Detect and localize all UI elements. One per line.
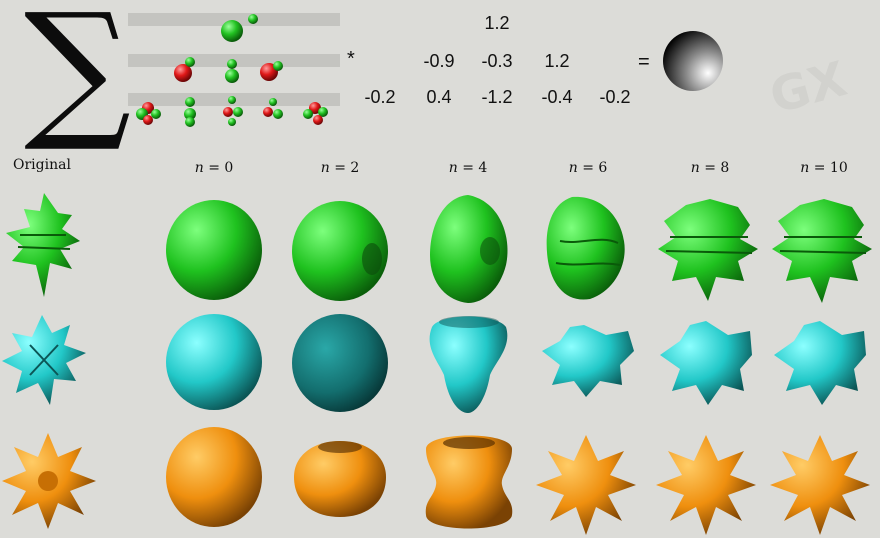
coefficient: -0.3 [481, 51, 513, 71]
watermark: GX [764, 51, 853, 125]
green-approx-n6 [546, 196, 625, 300]
cyan-approx-n10 [774, 321, 866, 405]
coefficient: 1.2 [544, 51, 570, 71]
harmonic-band-l0 [128, 13, 340, 26]
orange-approx-n6 [536, 435, 636, 535]
green-approx-n10 [772, 199, 872, 303]
cyan-approx-n0 [166, 314, 262, 410]
orange-approx-n2 [294, 441, 386, 517]
green-approx-n8 [658, 199, 758, 301]
cyan-approx-n8 [660, 321, 752, 405]
original-label: Original [13, 157, 71, 173]
coefficient: -0.2 [599, 87, 631, 107]
multiply-operator: * [347, 48, 355, 70]
cyan-approx-n6 [542, 325, 634, 397]
orange-approx-n0 [166, 427, 262, 527]
approximation-grid [2, 193, 872, 535]
column-header-n2: n = 2 [320, 160, 360, 176]
harmonic-l0-small-lobe [248, 14, 258, 24]
coefficient: -0.2 [364, 87, 396, 107]
green-approx-n2 [292, 201, 388, 301]
column-header-n0: n = 0 [194, 160, 234, 176]
harmonic-l0-lobe [221, 20, 243, 42]
column-header-n8: n = 8 [690, 160, 730, 176]
original-shape-green [6, 193, 80, 297]
coefficient: 0.4 [426, 87, 452, 107]
orange-approx-n4 [425, 435, 513, 529]
coefficient: -0.4 [541, 87, 573, 107]
column-header-n10: n = 10 [800, 160, 848, 176]
result-sphere [663, 31, 723, 91]
coefficient: -0.9 [423, 51, 455, 71]
orange-approx-n8 [656, 435, 756, 535]
cyan-approx-n4 [429, 316, 508, 413]
coefficient: 1.2 [484, 13, 510, 33]
summation-symbol: ∑ [24, 0, 132, 156]
harmonic-l1-lobes [174, 57, 283, 83]
original-shape-cyan [2, 315, 86, 405]
cyan-approx-n2 [292, 314, 388, 412]
green-approx-n0 [166, 200, 262, 300]
original-shape-orange [2, 433, 96, 529]
harmonic-l2-lobes [136, 96, 328, 127]
equals-operator: = [638, 51, 650, 73]
column-header-n6: n = 6 [568, 160, 608, 176]
green-approx-n4 [430, 195, 508, 303]
harmonic-lobes [136, 14, 328, 127]
orange-approx-n10 [770, 435, 870, 535]
coefficient: -1.2 [481, 87, 513, 107]
column-header-n4: n = 4 [448, 160, 488, 176]
